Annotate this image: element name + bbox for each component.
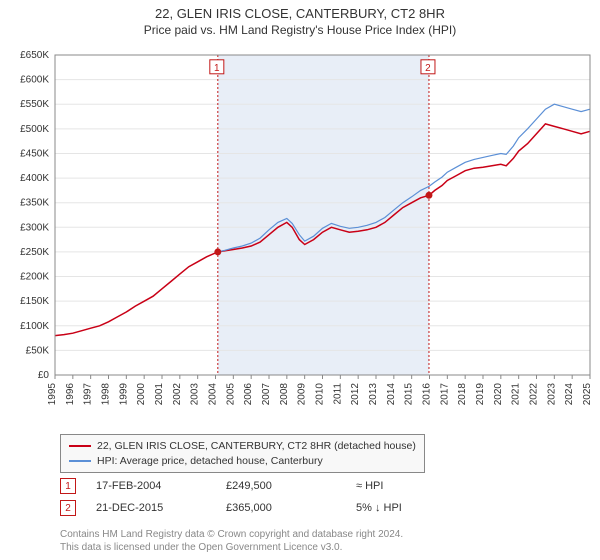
svg-text:2007: 2007	[261, 383, 272, 406]
svg-text:2022: 2022	[529, 383, 540, 406]
event-marker-box: 2	[60, 500, 76, 516]
event-row: 1 17-FEB-2004 £249,500 ≈ HPI	[60, 478, 486, 494]
svg-text:1995: 1995	[47, 383, 58, 406]
svg-text:2004: 2004	[208, 383, 219, 406]
root-container: 22, GLEN IRIS CLOSE, CANTERBURY, CT2 8HR…	[0, 6, 600, 560]
svg-text:£550K: £550K	[20, 99, 49, 110]
svg-text:2020: 2020	[493, 383, 504, 406]
svg-text:2012: 2012	[350, 383, 361, 406]
svg-text:£250K: £250K	[20, 247, 49, 258]
event-delta: 5% ↓ HPI	[356, 502, 486, 514]
svg-text:2010: 2010	[315, 383, 326, 406]
svg-text:£150K: £150K	[20, 296, 49, 307]
svg-text:£600K: £600K	[20, 75, 49, 86]
svg-text:2024: 2024	[564, 383, 575, 406]
svg-text:2013: 2013	[368, 383, 379, 406]
svg-text:2023: 2023	[546, 383, 557, 406]
svg-text:£500K: £500K	[20, 124, 49, 135]
svg-text:2018: 2018	[457, 383, 468, 406]
svg-text:1: 1	[214, 63, 220, 74]
svg-text:£450K: £450K	[20, 148, 49, 159]
legend-swatch	[69, 460, 91, 462]
svg-text:2017: 2017	[439, 383, 450, 406]
footnote-line: This data is licensed under the Open Gov…	[60, 541, 403, 554]
svg-text:£100K: £100K	[20, 321, 49, 332]
legend-label: 22, GLEN IRIS CLOSE, CANTERBURY, CT2 8HR…	[97, 439, 416, 454]
svg-text:1996: 1996	[65, 383, 76, 406]
legend-entry: 22, GLEN IRIS CLOSE, CANTERBURY, CT2 8HR…	[69, 439, 416, 454]
svg-text:2001: 2001	[154, 383, 165, 406]
chart-area: £0 £50K £100K £150K £200K £250K £300K £350K £400…	[0, 50, 600, 430]
footnote: Contains HM Land Registry data © Crown c…	[60, 528, 403, 554]
svg-text:£200K: £200K	[20, 272, 49, 283]
svg-text:£300K: £300K	[20, 222, 49, 233]
chart-title: 22, GLEN IRIS CLOSE, CANTERBURY, CT2 8HR	[0, 6, 600, 21]
svg-text:2019: 2019	[475, 383, 486, 406]
legend-entry: HPI: Average price, detached house, Cant…	[69, 454, 416, 469]
svg-text:1997: 1997	[83, 383, 94, 406]
svg-text:2002: 2002	[172, 383, 183, 406]
legend: 22, GLEN IRIS CLOSE, CANTERBURY, CT2 8HR…	[60, 434, 425, 473]
event-price: £249,500	[226, 480, 356, 492]
svg-text:2016: 2016	[422, 383, 433, 406]
event-date: 21-DEC-2015	[96, 502, 226, 514]
svg-text:2014: 2014	[386, 383, 397, 406]
svg-text:2011: 2011	[332, 383, 343, 405]
event-date: 17-FEB-2004	[96, 480, 226, 492]
svg-text:2: 2	[425, 63, 431, 74]
chart-subtitle: Price paid vs. HM Land Registry's House …	[0, 23, 600, 37]
svg-text:2006: 2006	[243, 383, 254, 406]
legend-swatch	[69, 445, 91, 447]
svg-text:2009: 2009	[297, 383, 308, 406]
event-price: £365,000	[226, 502, 356, 514]
svg-text:£350K: £350K	[20, 198, 49, 209]
svg-text:2005: 2005	[225, 383, 236, 406]
footnote-line: Contains HM Land Registry data © Crown c…	[60, 528, 403, 541]
svg-text:£650K: £650K	[20, 50, 49, 61]
svg-text:1999: 1999	[118, 383, 129, 406]
svg-text:2000: 2000	[136, 383, 147, 406]
event-marker-box: 1	[60, 478, 76, 494]
event-row: 2 21-DEC-2015 £365,000 5% ↓ HPI	[60, 500, 486, 516]
svg-text:2015: 2015	[404, 383, 415, 406]
chart-svg: £0 £50K £100K £150K £200K £250K £300K £350K £400…	[0, 50, 600, 430]
svg-text:£400K: £400K	[20, 173, 49, 184]
svg-text:£50K: £50K	[26, 345, 50, 356]
event-delta: ≈ HPI	[356, 480, 486, 492]
events-table: 1 17-FEB-2004 £249,500 ≈ HPI 2 21-DEC-20…	[60, 478, 486, 522]
svg-text:2021: 2021	[511, 383, 522, 406]
svg-text:2003: 2003	[190, 383, 201, 406]
svg-text:2025: 2025	[582, 383, 593, 406]
svg-text:1998: 1998	[101, 383, 112, 406]
legend-label: HPI: Average price, detached house, Cant…	[97, 454, 323, 469]
svg-text:£0: £0	[38, 370, 50, 381]
svg-text:2008: 2008	[279, 383, 290, 406]
